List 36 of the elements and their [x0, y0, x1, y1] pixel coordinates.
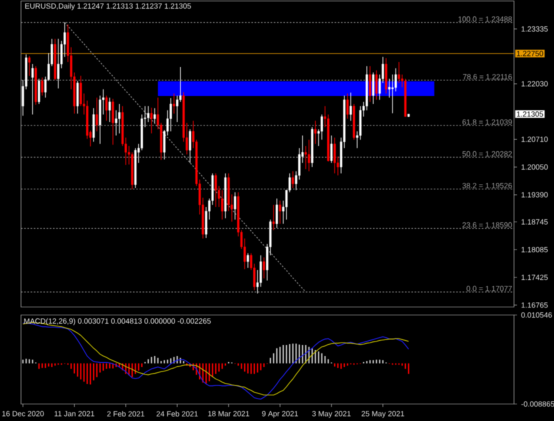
- candlestick: [272, 204, 275, 230]
- candlestick: [96, 97, 98, 132]
- candlestick: [108, 97, 111, 122]
- candlestick: [31, 64, 34, 115]
- candlestick: [41, 77, 44, 96]
- candlestick: [118, 104, 120, 134]
- candlestick: [375, 70, 378, 100]
- candlestick: [188, 128, 192, 164]
- candlestick: [170, 98, 172, 132]
- candlestick: [28, 56, 30, 76]
- candlestick: [150, 107, 153, 134]
- candlestick: [262, 257, 266, 279]
- candlestick: [105, 95, 108, 122]
- candlestick: [350, 92, 352, 122]
- candlestick: [92, 108, 95, 142]
- candlestick: [221, 190, 224, 220]
- candlestick: [246, 252, 250, 268]
- candlestick: [346, 93, 349, 120]
- candlestick: [38, 78, 40, 104]
- candlestick: [314, 120, 317, 144]
- candlestick: [330, 135, 333, 164]
- candlestick: [368, 66, 372, 102]
- candlestick: [154, 108, 156, 124]
- candlestick: [57, 38, 60, 89]
- candlestick: [278, 200, 282, 224]
- candlestick: [308, 139, 310, 172]
- candlestick: [334, 137, 336, 174]
- candlestick: [172, 93, 176, 114]
- candlestick: [214, 172, 217, 208]
- candlestick: [76, 80, 79, 114]
- candlestick: [398, 62, 400, 84]
- candlestick: [112, 98, 114, 146]
- candlestick: [276, 198, 278, 228]
- candlestick: [234, 192, 236, 220]
- candlestick: [292, 170, 294, 188]
- candlestick: [372, 72, 374, 104]
